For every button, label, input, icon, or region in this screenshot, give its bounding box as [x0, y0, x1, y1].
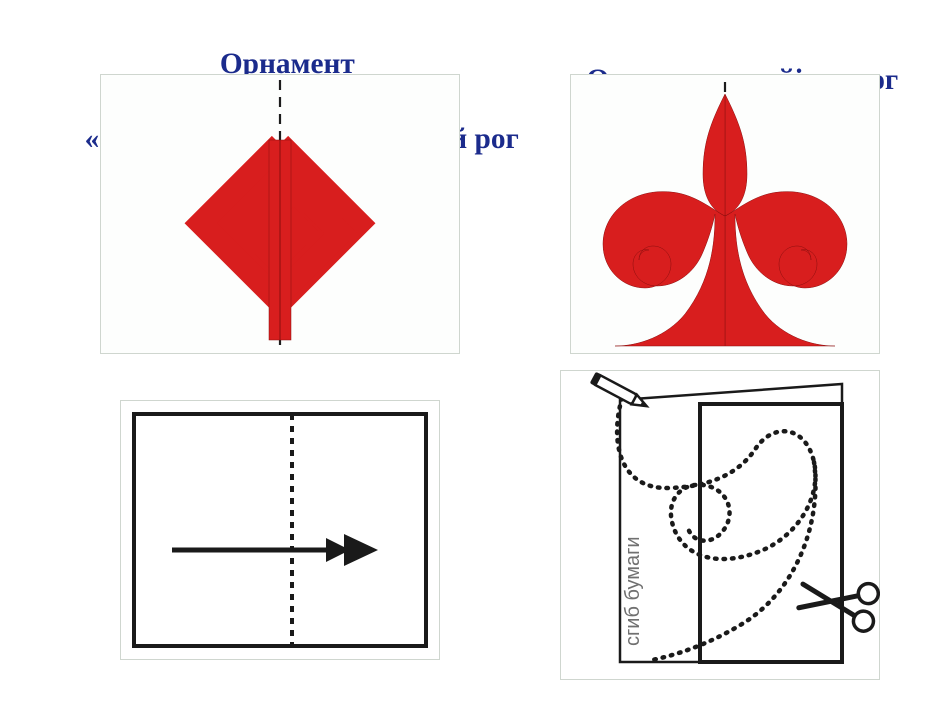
svg-ornament-horn	[570, 74, 880, 354]
svg-fold-diagram	[120, 400, 440, 660]
panel-fold-diagram	[120, 400, 440, 660]
svg-ornament-broken-horn	[100, 74, 460, 354]
fold-label: сгиб бумаги	[622, 536, 645, 646]
svg-cut-diagram	[560, 370, 880, 680]
panel-ornament-horn	[570, 74, 880, 354]
panel-cut-diagram: сгиб бумаги	[560, 370, 880, 680]
panel-ornament-broken-horn	[100, 74, 460, 354]
